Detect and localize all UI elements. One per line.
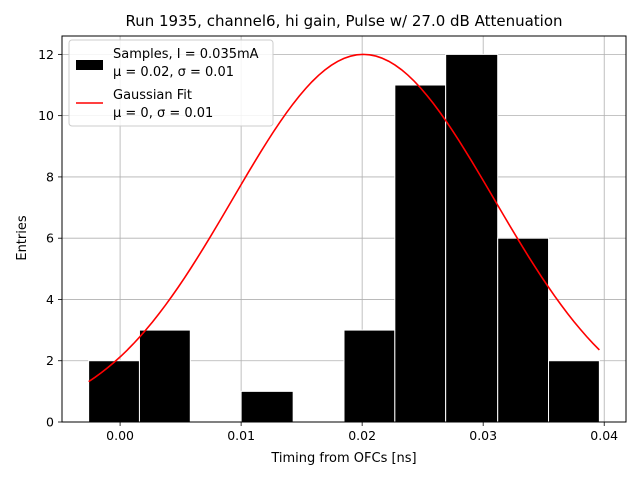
x-axis-label: Timing from OFCs [ns] (270, 451, 416, 466)
y-tick-label: 8 (46, 169, 54, 184)
y-tick-label: 4 (46, 292, 54, 307)
y-axis-label: Entries (15, 215, 30, 261)
x-tick-label: 0.03 (469, 428, 497, 443)
plot-frame (61, 35, 627, 423)
legend-samples-label: Samples, I = 0.035mA (113, 47, 259, 62)
histogram-bar (88, 360, 140, 423)
y-tick-label: 0 (46, 415, 54, 430)
histogram-bar (445, 53, 499, 423)
histogram-bar (138, 329, 191, 423)
x-tick-label: 0.00 (106, 428, 134, 443)
histogram-bar (497, 237, 550, 423)
legend: Samples, I = 0.035mA μ = 0.02, σ = 0.01 … (68, 39, 274, 127)
histogram-bar (240, 390, 294, 423)
y-tick-label: 10 (38, 108, 54, 123)
x-tick-label: 0.04 (590, 428, 618, 443)
x-tick-label: 0.01 (227, 428, 255, 443)
y-axis-ticks: 0 2 4 6 8 10 12 (38, 47, 62, 430)
legend-fit-label: Gaussian Fit (113, 88, 192, 103)
legend-fit-stats: μ = 0, σ = 0.01 (113, 106, 213, 121)
x-axis-ticks: 0.00 0.01 0.02 0.03 0.04 (106, 422, 618, 443)
legend-box (68, 39, 274, 127)
histogram-bar (343, 329, 396, 423)
y-tick-label: 6 (46, 231, 54, 246)
x-tick-label: 0.02 (348, 428, 376, 443)
y-tick-label: 12 (38, 47, 54, 62)
gaussian-fit (88, 53, 600, 383)
histogram-bars (88, 53, 600, 423)
histogram-bar (548, 360, 600, 423)
chart-title: Run 1935, channel6, hi gain, Pulse w/ 27… (125, 12, 562, 30)
histogram-bar (394, 84, 447, 423)
legend-samples-stats: μ = 0.02, σ = 0.01 (113, 65, 234, 80)
legend-samples-swatch (76, 60, 103, 70)
y-tick-label: 2 (46, 353, 54, 368)
gaussian-fit-line (88, 53, 600, 383)
